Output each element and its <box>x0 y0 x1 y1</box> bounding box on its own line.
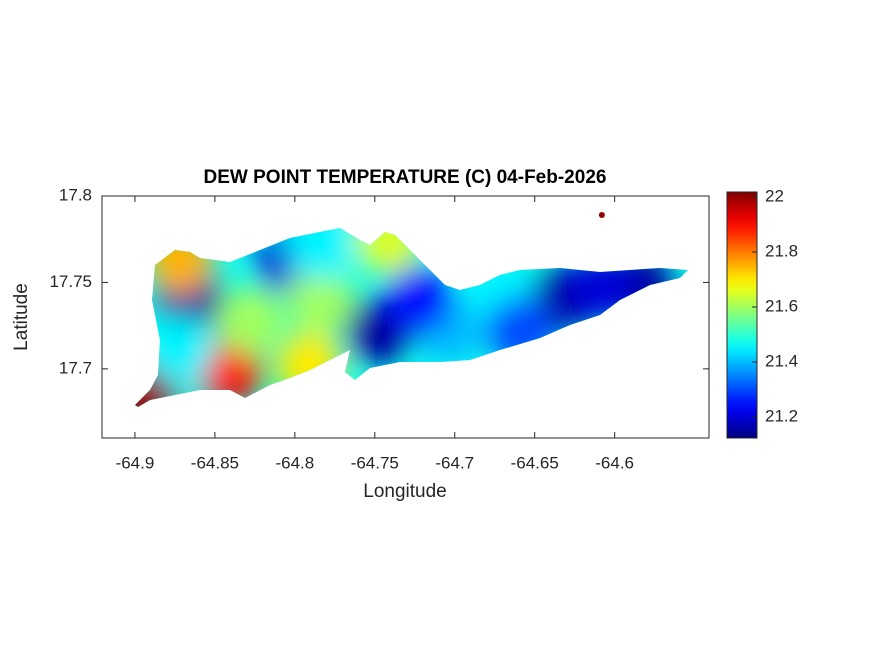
x-tick-label: -64.85 <box>191 453 239 472</box>
chart-title: DEW POINT TEMPERATURE (C) 04-Feb-2026 <box>204 167 607 188</box>
y-axis-label: Latitude <box>11 283 32 351</box>
x-tick-label: -64.75 <box>351 453 399 472</box>
data-point <box>598 212 605 219</box>
data-point <box>286 265 355 334</box>
colorbar-tick-label: 21.4 <box>765 352 798 371</box>
data-point <box>355 228 424 275</box>
x-tick-label: -64.6 <box>595 453 634 472</box>
data-point <box>216 286 285 355</box>
x-tick-label: -64.9 <box>116 453 155 472</box>
data-point <box>385 265 454 334</box>
x-tick-label: -64.8 <box>275 453 314 472</box>
x-tick-label: -64.65 <box>511 453 559 472</box>
colorbar-tick-label: 22 <box>765 186 784 205</box>
x-tick-label: -64.7 <box>435 453 474 472</box>
y-tick-label: 17.75 <box>49 272 92 291</box>
colorbar <box>726 191 758 439</box>
y-tick-label: 17.8 <box>59 185 92 204</box>
colorbar-tick-label: 21.6 <box>765 297 798 316</box>
colorbar-tick-label: 21.2 <box>765 407 798 426</box>
outside-points <box>598 212 605 219</box>
x-axis-label: Longitude <box>363 481 446 502</box>
data-point <box>145 315 214 384</box>
colorbar-tick-label: 21.8 <box>765 241 798 260</box>
y-tick-label: 17.7 <box>59 358 92 377</box>
